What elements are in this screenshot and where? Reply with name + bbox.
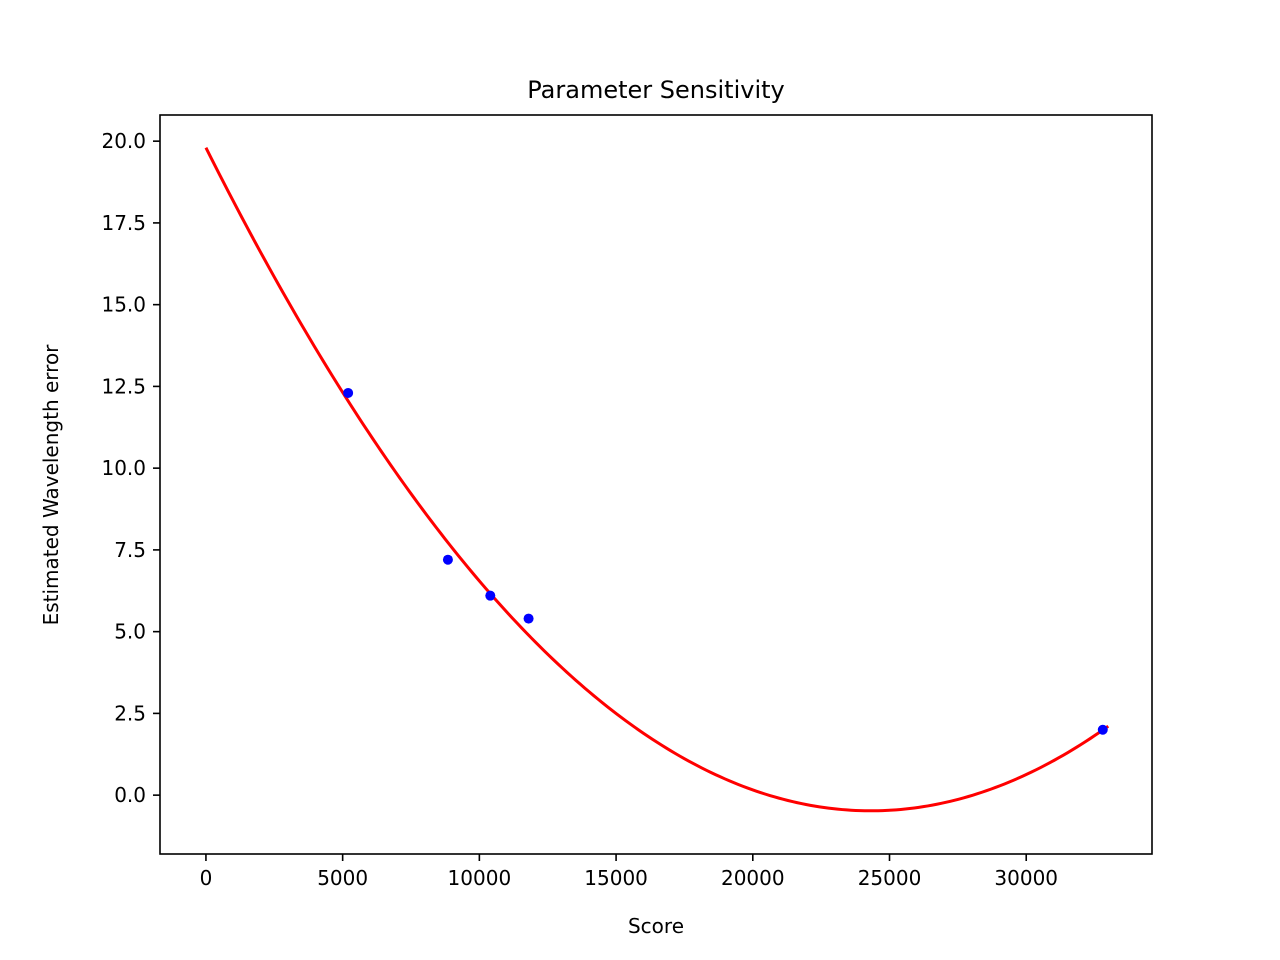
fit-curve [204, 147, 1110, 813]
y-tick-label: 15.0 [101, 293, 146, 317]
y-tick-label: 20.0 [101, 129, 146, 153]
x-axis: 0 5000 10000 15000 20000 25000 30000 [200, 854, 1058, 890]
data-point [485, 590, 496, 601]
x-tick-label: 10000 [448, 866, 512, 890]
y-tick-label: 7.5 [114, 538, 146, 562]
data-point [523, 613, 534, 624]
x-tick-label: 25000 [858, 866, 922, 890]
y-tick-label: 12.5 [101, 374, 146, 398]
y-tick-label: 17.5 [101, 211, 146, 235]
y-axis-title: Estimated Wavelength error [39, 344, 63, 626]
x-axis-title: Score [628, 914, 684, 938]
data-point [1097, 724, 1108, 735]
x-tick-label: 0 [200, 866, 213, 890]
plot-layer [204, 147, 1110, 813]
x-tick-label: 15000 [584, 866, 648, 890]
y-tick-label: 10.0 [101, 456, 146, 480]
chart-title: Parameter Sensitivity [527, 76, 784, 104]
x-tick-label: 20000 [721, 866, 785, 890]
x-tick-label: 5000 [317, 866, 368, 890]
data-point [442, 554, 453, 565]
data-point [343, 387, 354, 398]
y-tick-label: 5.0 [114, 620, 146, 644]
x-tick-label: 30000 [994, 866, 1058, 890]
plot-frame [159, 114, 1153, 855]
y-tick-label: 2.5 [114, 701, 146, 725]
y-tick-label: 0.0 [114, 783, 146, 807]
y-axis: 0.0 2.5 5.0 7.5 10.0 12.5 15.0 17.5 20.0 [101, 129, 160, 807]
